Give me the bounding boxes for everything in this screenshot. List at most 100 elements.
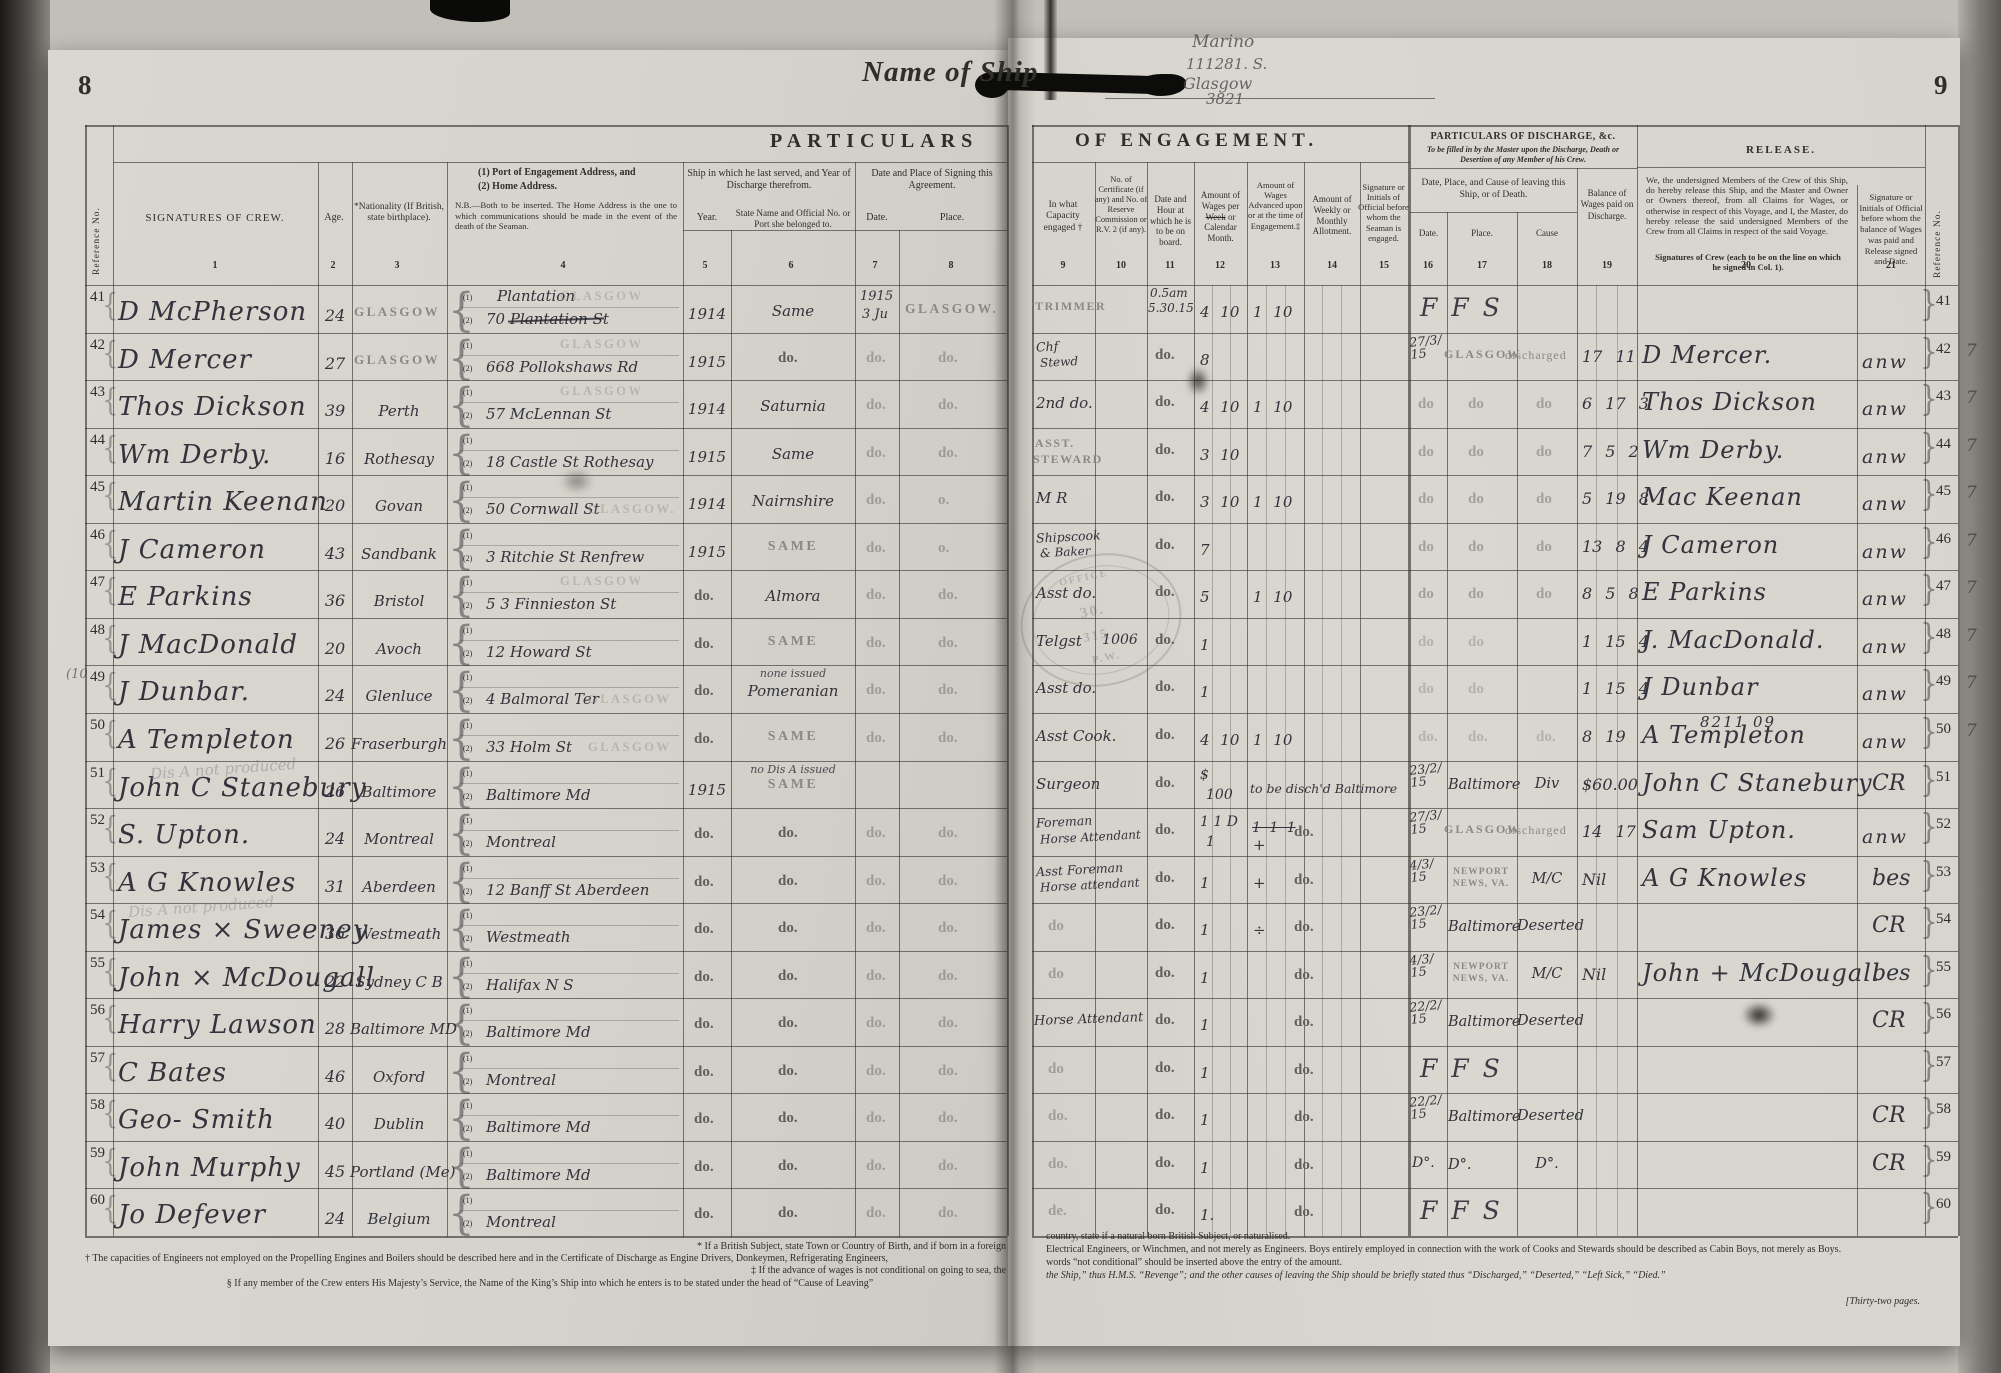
- rule-h: [85, 950, 1007, 952]
- crew-age: 24: [324, 829, 346, 849]
- margin-mark: 7: [1966, 388, 1977, 409]
- wages-amount: 3 10: [1200, 445, 1240, 464]
- address-brace: {: [448, 995, 475, 1050]
- rule-h: [1032, 522, 1958, 524]
- wages-amount: 7: [1200, 540, 1210, 559]
- lastship-year-ditto: do.: [694, 1063, 714, 1080]
- rule-h: [1032, 855, 1958, 857]
- right-col-number: 14: [1327, 260, 1337, 271]
- release-signature: J Cameron: [1642, 530, 1780, 559]
- release-signature: Sam Upton.: [1642, 816, 1796, 845]
- row-ref-brace-right: }: [1920, 663, 1938, 705]
- signing-date-ditto: do.: [866, 872, 886, 889]
- margin-mark: 7: [1966, 483, 1977, 504]
- right-col-number: 11: [1165, 260, 1175, 271]
- signing-date-ditto: do.: [866, 1062, 886, 1079]
- address-1-label: (1): [463, 958, 473, 968]
- release-official-mark: CR: [1872, 770, 1906, 796]
- rule-h: [461, 1162, 679, 1164]
- signing-date-ditto: do.: [866, 587, 886, 604]
- row-ref-brace: {: [102, 525, 119, 562]
- address-brace: {: [448, 710, 475, 765]
- address-1-label: (1): [463, 720, 473, 730]
- release-official-initials: anw: [1862, 540, 1908, 563]
- release-signatures-note: Signatures of Crew (each to be on the li…: [1655, 252, 1841, 273]
- address-2-label: (2): [463, 506, 473, 516]
- rule-v: [1194, 162, 1195, 1237]
- row-ref-brace: {: [102, 763, 119, 800]
- leaving-date: 27/​3/​15: [1408, 331, 1443, 362]
- signing-date-ditto: do.: [866, 397, 886, 414]
- release-signature: Wm Derby.: [1642, 435, 1785, 464]
- address-home: 5 3 Finnieston St: [486, 595, 617, 614]
- right-col-number: 19: [1602, 260, 1612, 271]
- row-ref-brace: {: [102, 573, 119, 610]
- leaving-date: 4/​3/​15: [1408, 950, 1435, 980]
- address-engagement: Plantation: [497, 287, 575, 305]
- rule-v: [899, 230, 900, 1237]
- onboard-ditto: do.: [1155, 964, 1175, 981]
- address-brace: {: [448, 805, 475, 860]
- lastship-name-stamp: SAME: [767, 776, 819, 792]
- rule-h: [1637, 167, 1925, 168]
- pages-count-note: [Thirty-two pages.: [1845, 1296, 1920, 1307]
- signing-place-ditto: do.: [938, 587, 958, 604]
- address-ghost-stamp2: GLASGOW: [588, 692, 672, 707]
- lastship-name-ditto: do.: [778, 349, 798, 366]
- onboard-ditto: do.: [1155, 441, 1175, 458]
- lastship-name: Same: [771, 444, 815, 463]
- row-ref-brace-right: }: [1920, 710, 1938, 753]
- signing-place-ditto: do.: [938, 1110, 958, 1127]
- signing-date-ditto: do.: [866, 349, 886, 366]
- row-ref-number-right: 45: [1936, 483, 1951, 500]
- address-1-label: (1): [463, 1101, 473, 1111]
- rule-v: [683, 162, 684, 1237]
- onboard-ditto: do.: [1155, 679, 1175, 696]
- wages-amount: 1: [1200, 1063, 1210, 1082]
- capacity: Shipscook: [1035, 527, 1102, 546]
- allotment-ditto: do.: [1294, 1014, 1314, 1031]
- col3-nationality-label: *Nationality (If British, state birthpla…: [354, 202, 444, 223]
- onboard-ditto: do.: [1155, 631, 1175, 648]
- allotment-ditto: do.: [1294, 1109, 1314, 1126]
- address-2-label: (2): [463, 601, 473, 611]
- balance-paid: 6 17 3: [1582, 394, 1649, 414]
- signing-place-ditto: do.: [938, 1062, 958, 1079]
- rule-h: [85, 998, 1007, 1000]
- signing-date-ditto: do.: [866, 1110, 886, 1127]
- advance-amount: +: [1253, 873, 1266, 892]
- wages-amount-2: 1: [1206, 834, 1215, 851]
- row-ref-number: 53: [90, 859, 105, 876]
- leaving-cause-ditto: do: [1536, 396, 1552, 413]
- leaving-date: 22/​2/​15: [1408, 1091, 1443, 1123]
- rule-h: [1032, 950, 1958, 952]
- lastship-year-ditto: do.: [694, 683, 714, 700]
- row-ref-number-right: 52: [1936, 816, 1951, 833]
- row-ref-number-right: 46: [1936, 530, 1951, 547]
- crew-birthplace: Baltimore MD: [350, 1020, 458, 1039]
- crew-signature: E Parkins: [118, 582, 253, 613]
- name-of-ship-label: Name of Ship: [862, 56, 1039, 88]
- capacity-ditto: do: [1048, 1060, 1064, 1077]
- release-official-mark: bes: [1872, 865, 1911, 891]
- col15-official-label: Signature or Initials of Official before…: [1358, 182, 1409, 243]
- lastship-year: 1914: [687, 305, 727, 323]
- signing-date-day: 3 Ju: [862, 307, 888, 322]
- capacity-2: Stewd: [1039, 353, 1079, 370]
- release-official-mark: CR: [1872, 913, 1906, 939]
- col17-place-label: Place.: [1471, 228, 1493, 238]
- row-ref-number-right: 42: [1936, 340, 1951, 357]
- address-brace: {: [448, 900, 475, 955]
- onboard-ditto: do.: [1155, 1059, 1175, 1076]
- margin-mark: 7: [1966, 530, 1977, 551]
- right-footnote-2: Electrical Engineers, or Winchmen, and n…: [1046, 1244, 1842, 1255]
- ink-smudge-2: [560, 468, 594, 494]
- onboard-ditto: do.: [1155, 1154, 1175, 1171]
- row-ref-number: 49: [90, 669, 105, 686]
- rule-h: [461, 972, 679, 974]
- leaving-note-ffs: F F S: [1420, 293, 1503, 322]
- rule-h: [85, 665, 1007, 667]
- rule-h: [461, 639, 679, 641]
- capacity: M R: [1036, 489, 1068, 508]
